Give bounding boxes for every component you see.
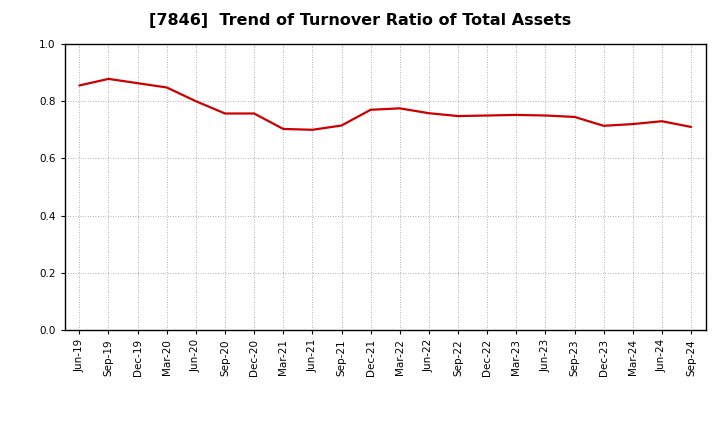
- Text: [7846]  Trend of Turnover Ratio of Total Assets: [7846] Trend of Turnover Ratio of Total …: [149, 13, 571, 28]
